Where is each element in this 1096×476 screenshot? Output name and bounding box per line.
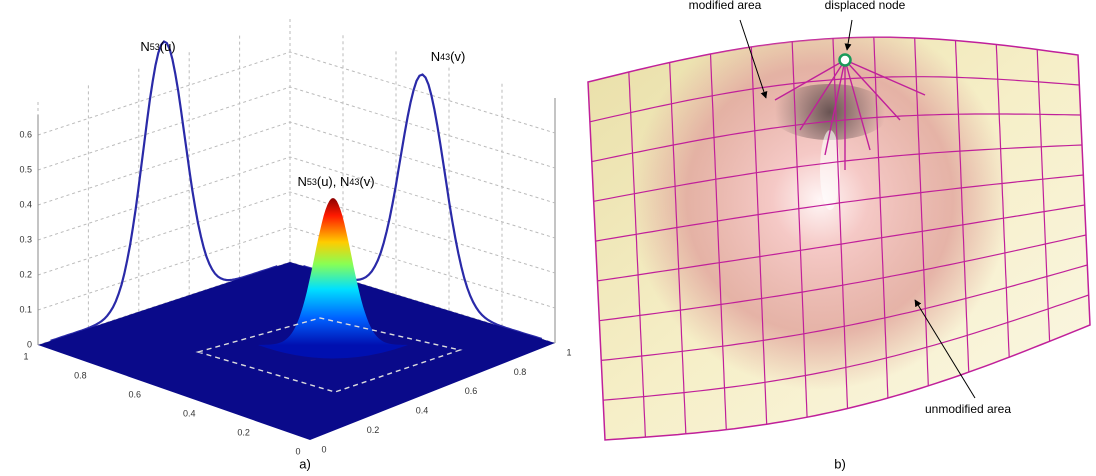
u-tick-label: 0.2 [237,427,250,437]
grid-line [628,71,646,438]
z-tick-label: 0.3 [19,234,32,244]
highlight [820,130,840,210]
label-part: 43 [349,177,359,187]
basis-curve [50,40,278,342]
displaced-node [838,53,852,67]
support-outline [195,317,463,393]
grid-line [750,46,768,425]
walls [37,17,556,346]
grid-line [954,40,970,373]
grid-line [914,37,929,386]
z-tick-label: 0.4 [19,199,32,209]
z-tick-label: 0.2 [19,269,32,279]
v-tick-label: 0.8 [514,367,527,377]
grid-line [591,113,1081,163]
label-part: (v) [450,49,465,64]
deformed-edge [774,59,846,101]
grid-line [595,174,1084,242]
grid-line [832,38,849,409]
u-tick-label: 0 [295,446,300,456]
annotation: unmodified area [925,402,1011,416]
grid-line [1036,49,1051,342]
arrow [844,19,853,51]
wall-grid [37,156,556,241]
v-tick-label: 0.6 [465,386,478,396]
curve-label: N53(u) [140,39,175,54]
grid-line [669,62,687,434]
u-tick-label: 0.8 [74,370,87,380]
arrow [739,19,768,99]
u-tick-label: 0.4 [183,408,196,418]
wall-grid [37,226,556,311]
caption: a) [299,456,311,471]
deformed-edge [799,59,846,131]
v-tick-label: 0.2 [367,425,380,435]
wall-grid [37,191,556,276]
grid-line [873,37,889,399]
grid-line [589,76,1080,123]
label-part: (u) [160,39,176,54]
grid-line [601,264,1088,361]
grid-line [599,234,1087,322]
panel-b: modified area displaced node unmodified … [587,0,1091,441]
deformed-edge [844,59,926,96]
z-tick-label: 0.6 [19,129,32,139]
annotation: displaced node [825,0,906,12]
curve-label: N53(u), N43(v) [297,174,374,189]
v-tick-label: 0.4 [416,406,429,416]
arrow [914,299,976,399]
grid-line [593,144,1083,202]
surface-grid [589,37,1089,438]
deformed-edge [824,59,846,156]
label-part: 43 [440,52,450,62]
u-tick-label: 1 [23,351,28,361]
label-part: N [140,39,149,54]
caption: b) [834,456,846,471]
wall-grid [37,86,556,171]
z-tick-label: 0.5 [19,164,32,174]
panel-a: 0 0.1 0.2 0.3 0.4 0.5 0.6 1 0.8 0.6 0.4 0.2 0 0 0.2 0.4… [19,17,572,456]
label-part: N [431,49,440,64]
u-tick-label: 0.6 [129,389,142,399]
label-part: (v) [359,174,374,189]
deformed-edge [844,59,901,121]
label-part: N [297,174,306,189]
wall-grid [37,51,556,136]
dip-shadow [770,84,890,140]
grid-line [995,44,1010,358]
z-tick-label: 0 [27,339,32,349]
wall-grid [37,121,556,206]
label-part: 53 [150,42,160,52]
label-part: 53 [307,177,317,187]
z-tick-label: 0.1 [19,304,32,314]
v-tick-label: 1 [566,347,571,357]
deformed-edge [844,59,871,151]
annotation: modified area [689,0,762,12]
peak-surface [258,198,408,359]
label-part: (u), N [317,174,350,189]
grid-line [791,41,808,418]
v-tick-label: 0 [321,444,326,454]
curve-label: N43(v) [431,49,466,64]
grid-line [603,294,1089,401]
grid-line [597,204,1085,282]
grid-line [709,53,727,430]
